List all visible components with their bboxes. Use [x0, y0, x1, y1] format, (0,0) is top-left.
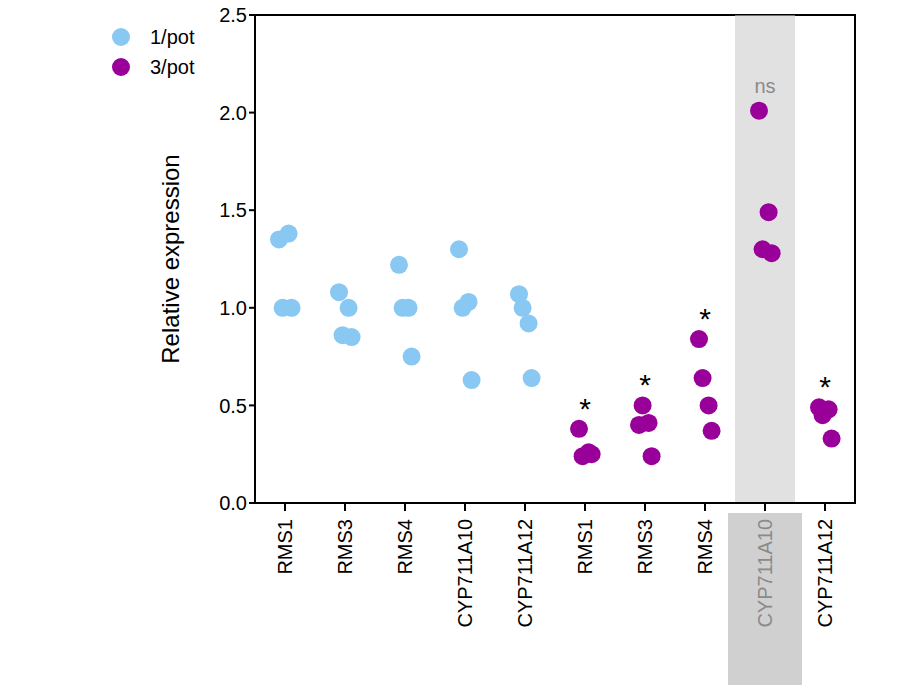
svg-text:*: *	[639, 368, 651, 401]
svg-text:1.0: 1.0	[219, 297, 247, 319]
svg-text:*: *	[699, 302, 711, 335]
svg-text:RMS3: RMS3	[334, 519, 356, 575]
svg-text:2.0: 2.0	[219, 102, 247, 124]
svg-text:0.5: 0.5	[219, 395, 247, 417]
svg-text:*: *	[579, 392, 591, 425]
svg-text:RMS1: RMS1	[574, 519, 596, 575]
svg-text:CYP711A12: CYP711A12	[814, 519, 836, 628]
html-text:1/pot: 1/pot	[150, 25, 195, 48]
svg-text:Relative expression: Relative expression	[157, 154, 184, 363]
svg-text:CYP711A10: CYP711A10	[754, 519, 776, 628]
svg-text:CYP711A12: CYP711A12	[514, 519, 536, 628]
svg-text:RMS4: RMS4	[394, 519, 416, 575]
svg-text:2.5: 2.5	[219, 4, 247, 26]
svg-text:ns: ns	[754, 75, 775, 97]
html-text:3/pot: 3/pot	[150, 55, 195, 78]
svg-text:RMS3: RMS3	[634, 519, 656, 575]
svg-text:1.5: 1.5	[219, 199, 247, 221]
svg-text:RMS1: RMS1	[274, 519, 296, 575]
svg-text:CYP711A10: CYP711A10	[454, 519, 476, 628]
svg-text:RMS4: RMS4	[694, 519, 716, 575]
svg-text:*: *	[819, 370, 831, 403]
svg-text:0.0: 0.0	[219, 492, 247, 514]
